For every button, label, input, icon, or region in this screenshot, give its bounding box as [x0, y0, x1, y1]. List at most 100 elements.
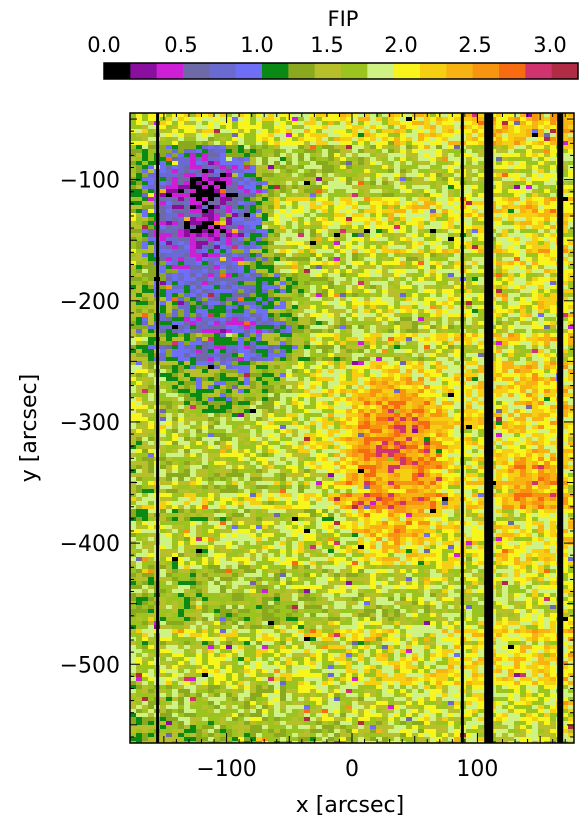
heatmap-cell	[256, 321, 263, 326]
heatmap-cell	[148, 289, 155, 294]
heatmap-cell	[268, 165, 275, 170]
heatmap-cell	[376, 113, 383, 118]
heatmap-cell	[340, 261, 347, 266]
heatmap-cell	[280, 353, 287, 358]
heatmap-cell	[394, 157, 401, 162]
heatmap-cell	[430, 237, 437, 242]
heatmap-cell	[208, 305, 215, 310]
heatmap-cell	[442, 373, 449, 378]
heatmap-cell	[412, 257, 419, 262]
heatmap-cell	[208, 301, 215, 306]
heatmap-cell	[454, 185, 461, 190]
heatmap-cell	[178, 225, 185, 230]
heatmap-cell	[190, 121, 197, 126]
heatmap-cell	[316, 281, 323, 286]
heatmap-cell	[148, 169, 155, 174]
heatmap-cell	[130, 193, 137, 198]
heatmap-cell	[202, 353, 209, 358]
heatmap-cell	[376, 277, 383, 282]
heatmap-cell	[172, 313, 179, 318]
heatmap-cell	[184, 209, 191, 214]
heatmap-cell	[280, 289, 287, 294]
heatmap-cell	[418, 277, 425, 282]
heatmap-cell	[424, 261, 431, 266]
heatmap-cell	[418, 285, 425, 290]
heatmap-cell	[352, 325, 359, 330]
heatmap-cell	[220, 125, 227, 130]
heatmap-cell	[238, 377, 245, 382]
heatmap-cell	[394, 197, 401, 202]
heatmap-cell	[502, 213, 509, 218]
heatmap-cell	[136, 237, 143, 242]
heatmap-cell	[412, 353, 419, 358]
heatmap-cell	[472, 293, 479, 298]
heatmap-cell	[274, 173, 281, 178]
heatmap-cell	[526, 125, 533, 130]
heatmap-cell	[568, 337, 575, 342]
heatmap-cell	[292, 177, 299, 182]
heatmap-cell	[160, 133, 167, 138]
heatmap-cell	[340, 377, 347, 382]
heatmap-cell	[178, 141, 185, 146]
heatmap-cell	[472, 169, 479, 174]
heatmap-cell	[310, 121, 317, 126]
heatmap-cell	[454, 193, 461, 198]
heatmap-cell	[250, 325, 257, 330]
heatmap-cell	[406, 185, 413, 190]
heatmap-cell	[364, 201, 371, 206]
heatmap-cell	[316, 209, 323, 214]
heatmap-cell	[472, 201, 479, 206]
heatmap-cell	[328, 213, 335, 218]
heatmap-cell	[316, 141, 323, 146]
heatmap-cell	[532, 225, 539, 230]
heatmap-cell	[148, 129, 155, 134]
heatmap-cell	[256, 161, 263, 166]
heatmap-cell	[274, 165, 281, 170]
heatmap-cell	[340, 269, 347, 274]
heatmap-cell	[202, 181, 209, 186]
heatmap-cell	[364, 229, 371, 234]
heatmap-cell	[184, 353, 191, 358]
heatmap-cell	[382, 337, 389, 342]
heatmap-cell	[430, 285, 437, 290]
heatmap-cell	[538, 225, 545, 230]
heatmap-cell	[532, 317, 539, 322]
heatmap-cell	[394, 297, 401, 302]
heatmap-cell	[340, 309, 347, 314]
heatmap-cell	[358, 213, 365, 218]
heatmap-cell	[304, 145, 311, 150]
heatmap-cell	[208, 293, 215, 298]
heatmap-cell	[340, 369, 347, 374]
heatmap-cell	[400, 277, 407, 282]
heatmap-cell	[532, 241, 539, 246]
heatmap-cell	[532, 269, 539, 274]
heatmap-cell	[376, 317, 383, 322]
heatmap-cell	[436, 277, 443, 282]
heatmap-cell	[268, 229, 275, 234]
heatmap-cell	[238, 349, 245, 354]
heatmap-cell	[298, 329, 305, 334]
heatmap-cell	[268, 217, 275, 222]
heatmap-cell	[196, 209, 203, 214]
heatmap-cell	[346, 325, 353, 330]
heatmap-cell	[550, 373, 557, 378]
heatmap-cell	[280, 117, 287, 122]
heatmap-cell	[496, 333, 503, 338]
heatmap-cell	[412, 125, 419, 130]
heatmap-cell	[532, 121, 539, 126]
heatmap-cell	[304, 277, 311, 282]
heatmap-cell	[454, 293, 461, 298]
heatmap-cell	[508, 181, 515, 186]
heatmap-cell	[358, 177, 365, 182]
heatmap-cell	[226, 349, 233, 354]
heatmap-cell	[208, 345, 215, 350]
heatmap-cell	[190, 333, 197, 338]
heatmap-cell	[418, 357, 425, 362]
heatmap-cell	[310, 181, 317, 186]
heatmap-cell	[358, 225, 365, 230]
heatmap-cell	[148, 297, 155, 302]
heatmap-cell	[472, 329, 479, 334]
heatmap-cell	[454, 173, 461, 178]
heatmap-cell	[178, 137, 185, 142]
heatmap-cell	[562, 153, 569, 158]
